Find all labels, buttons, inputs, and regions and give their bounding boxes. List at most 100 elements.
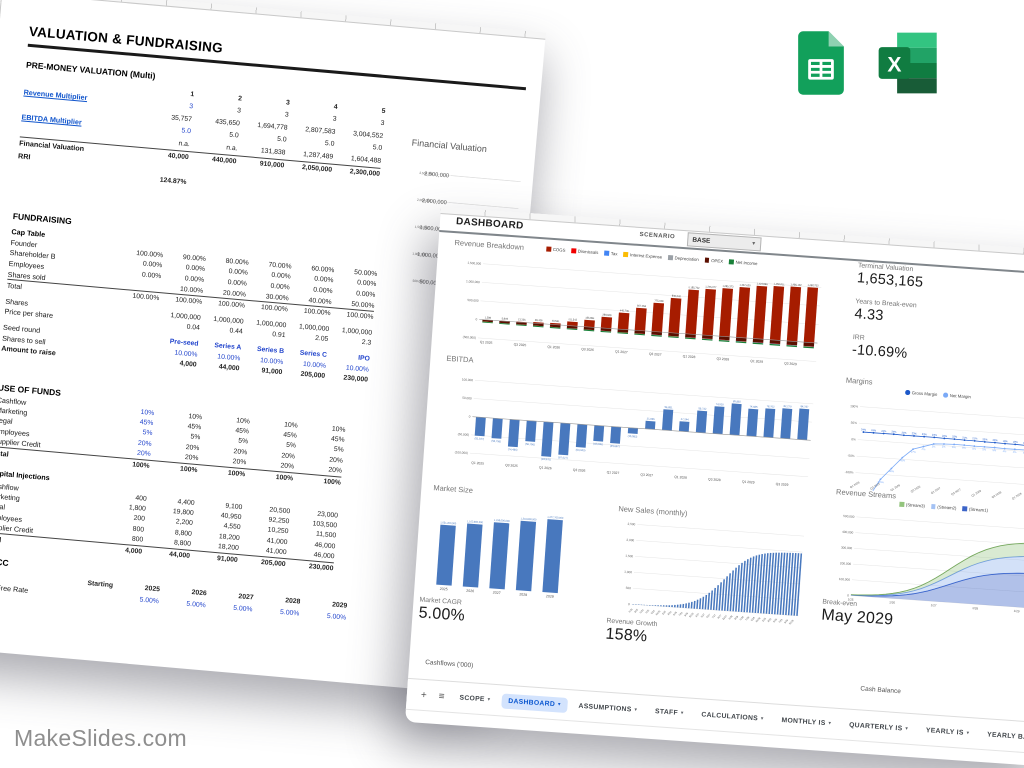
svg-text:85,882: 85,882: [733, 399, 742, 404]
svg-text:2,500,000: 2,500,000: [419, 171, 433, 176]
svg-text:Q3 2026: Q3 2026: [581, 347, 594, 352]
svg-text:23%: 23%: [912, 432, 918, 435]
svg-text:74,685: 74,685: [749, 404, 758, 409]
svg-text:2,000: 2,000: [626, 538, 634, 543]
cell: [331, 183, 379, 187]
svg-text:7/27: 7/27: [711, 613, 717, 619]
svg-text:11/28: 11/28: [755, 616, 762, 623]
sheet-tab-assumptions[interactable]: ASSUMPTIONS ▾: [571, 698, 645, 718]
svg-text:2,500,000: 2,500,000: [424, 171, 449, 179]
legend-chip: [704, 257, 710, 263]
svg-text:Q1 2027: Q1 2027: [607, 470, 620, 475]
svg-text:100,000: 100,000: [839, 577, 851, 582]
microsoft-excel-icon: X: [878, 32, 937, 94]
svg-text:21,896: 21,896: [647, 416, 656, 421]
fundraising-heading: FUNDRAISING: [12, 211, 73, 227]
tab-label: QUARTERLY IS: [848, 721, 903, 732]
svg-text:6%: 6%: [962, 447, 967, 450]
sheet-tab-quarterly-is[interactable]: QUARTERLY IS ▾: [842, 717, 916, 737]
svg-text:13,325: 13,325: [518, 318, 526, 322]
svg-text:2,000,000: 2,000,000: [422, 198, 447, 206]
legend-label: Net Margin: [949, 392, 972, 400]
svg-text:19%: 19%: [1013, 441, 1019, 444]
svg-text:21%: 21%: [972, 437, 978, 440]
svg-text:0: 0: [628, 602, 630, 606]
terminal-valuation-kpi: Terminal Valuation 1,653,165: [856, 262, 924, 291]
svg-text:-17%: -17%: [910, 451, 917, 454]
svg-text:Q1 2025: Q1 2025: [849, 480, 861, 489]
sheet-tab-yearly-is[interactable]: YEARLY IS ▾: [918, 722, 976, 741]
svg-text:74,920: 74,920: [716, 402, 725, 407]
cell: [114, 321, 157, 325]
svg-text:936,240: 936,240: [672, 295, 682, 299]
svg-text:9/29: 9/29: [784, 618, 790, 624]
svg-text:21%: 21%: [962, 436, 968, 439]
svg-text:5%: 5%: [982, 448, 987, 451]
sheet-title: VALUATION & FUNDRAISING: [28, 23, 224, 56]
sheet-tab-staff[interactable]: STAFF ▾: [648, 703, 691, 721]
sheet-tab-calculations[interactable]: CALCULATIONS ▾: [694, 706, 771, 726]
svg-text:Q3 2029: Q3 2029: [776, 482, 789, 487]
svg-text:500,000: 500,000: [467, 298, 479, 303]
breakeven-value: May 2029: [820, 606, 894, 629]
cell: [283, 179, 331, 183]
all-sheets-menu-icon[interactable]: ≡: [438, 690, 445, 702]
svg-text:78,762: 78,762: [766, 404, 775, 409]
sheet-tab-dashboard[interactable]: DASHBOARD ▾: [500, 692, 569, 713]
cell: [234, 187, 282, 191]
svg-text:Q1 2025: Q1 2025: [480, 340, 493, 345]
legend-item: Net Margin: [943, 392, 972, 400]
cell: 44,000: [168, 550, 191, 560]
market-cagr-value: 5.00%: [418, 604, 466, 625]
svg-text:5/28: 5/28: [739, 615, 745, 621]
cell: [111, 358, 154, 362]
cell: 5.00%: [279, 608, 300, 618]
add-sheet-button[interactable]: +: [420, 689, 428, 701]
cell: 5.00%: [139, 596, 160, 605]
svg-text:Q3 2029: Q3 2029: [784, 361, 797, 366]
years-to-breakeven-kpi: Years to Break-even 4.33: [854, 298, 917, 326]
ebitda-chart: 100,000 50,000 0 (50,000) (100,000) (51,197) (…: [438, 365, 817, 500]
cell: 230,000: [343, 374, 369, 384]
sheet-tab-scope[interactable]: SCOPE ▾: [452, 690, 498, 708]
legend-chip: [905, 390, 910, 395]
svg-text:(500,000): (500,000): [463, 335, 476, 340]
svg-text:1,159,000,000: 1,159,000,000: [494, 519, 511, 523]
irr-kpi: IRR -10.69%: [851, 334, 908, 362]
legend-chip: [930, 504, 936, 509]
svg-text:5/29: 5/29: [772, 618, 778, 624]
revenue-streams-chart: 500,000 400,000 300,000 200,000 100,000 0 1/25…: [828, 504, 1024, 627]
cell: [188, 170, 236, 174]
svg-text:1,051,200,000: 1,051,200,000: [440, 521, 457, 525]
svg-text:-7%: -7%: [921, 448, 926, 451]
svg-text:Q1 2028: Q1 2028: [683, 354, 696, 359]
svg-text:0: 0: [469, 415, 471, 419]
cell: 5.00%: [326, 612, 347, 622]
app-icons: X: [790, 30, 944, 96]
cell: 124.87%: [159, 176, 187, 187]
chevron-down-icon: ▾: [487, 696, 491, 702]
legend-item: Tax: [604, 250, 618, 257]
svg-text:2029: 2029: [546, 594, 554, 599]
svg-text:1,450,011: 1,450,011: [773, 283, 785, 287]
cell: [282, 191, 330, 195]
svg-text:(15,582): (15,582): [628, 434, 638, 439]
tab-label: CALCULATIONS: [701, 710, 759, 722]
chevron-down-icon: ▾: [680, 709, 684, 716]
svg-text:(63,040): (63,040): [576, 448, 586, 453]
legend-label: Tax: [610, 250, 618, 257]
sheet-tab-yearly-balance[interactable]: YEARLY BALANCE▾: [980, 726, 1024, 747]
svg-text:5%: 5%: [942, 445, 947, 448]
cell: 100%: [131, 461, 150, 470]
svg-text:(54,756): (54,756): [491, 439, 501, 444]
svg-text:1,482,752: 1,482,752: [807, 284, 819, 288]
svg-text:3/25: 3/25: [634, 608, 640, 614]
svg-text:9/25: 9/25: [650, 609, 656, 615]
svg-text:Q1 2027: Q1 2027: [615, 350, 628, 355]
legend-chip: [546, 246, 551, 252]
cell: 5.00%: [186, 600, 206, 609]
legend-label: (Stream2): [937, 504, 957, 511]
sheet-tab-monthly-is[interactable]: MONTHLY IS ▾: [774, 712, 839, 731]
svg-text:-50%: -50%: [847, 454, 855, 459]
cell: 100%: [227, 469, 246, 478]
